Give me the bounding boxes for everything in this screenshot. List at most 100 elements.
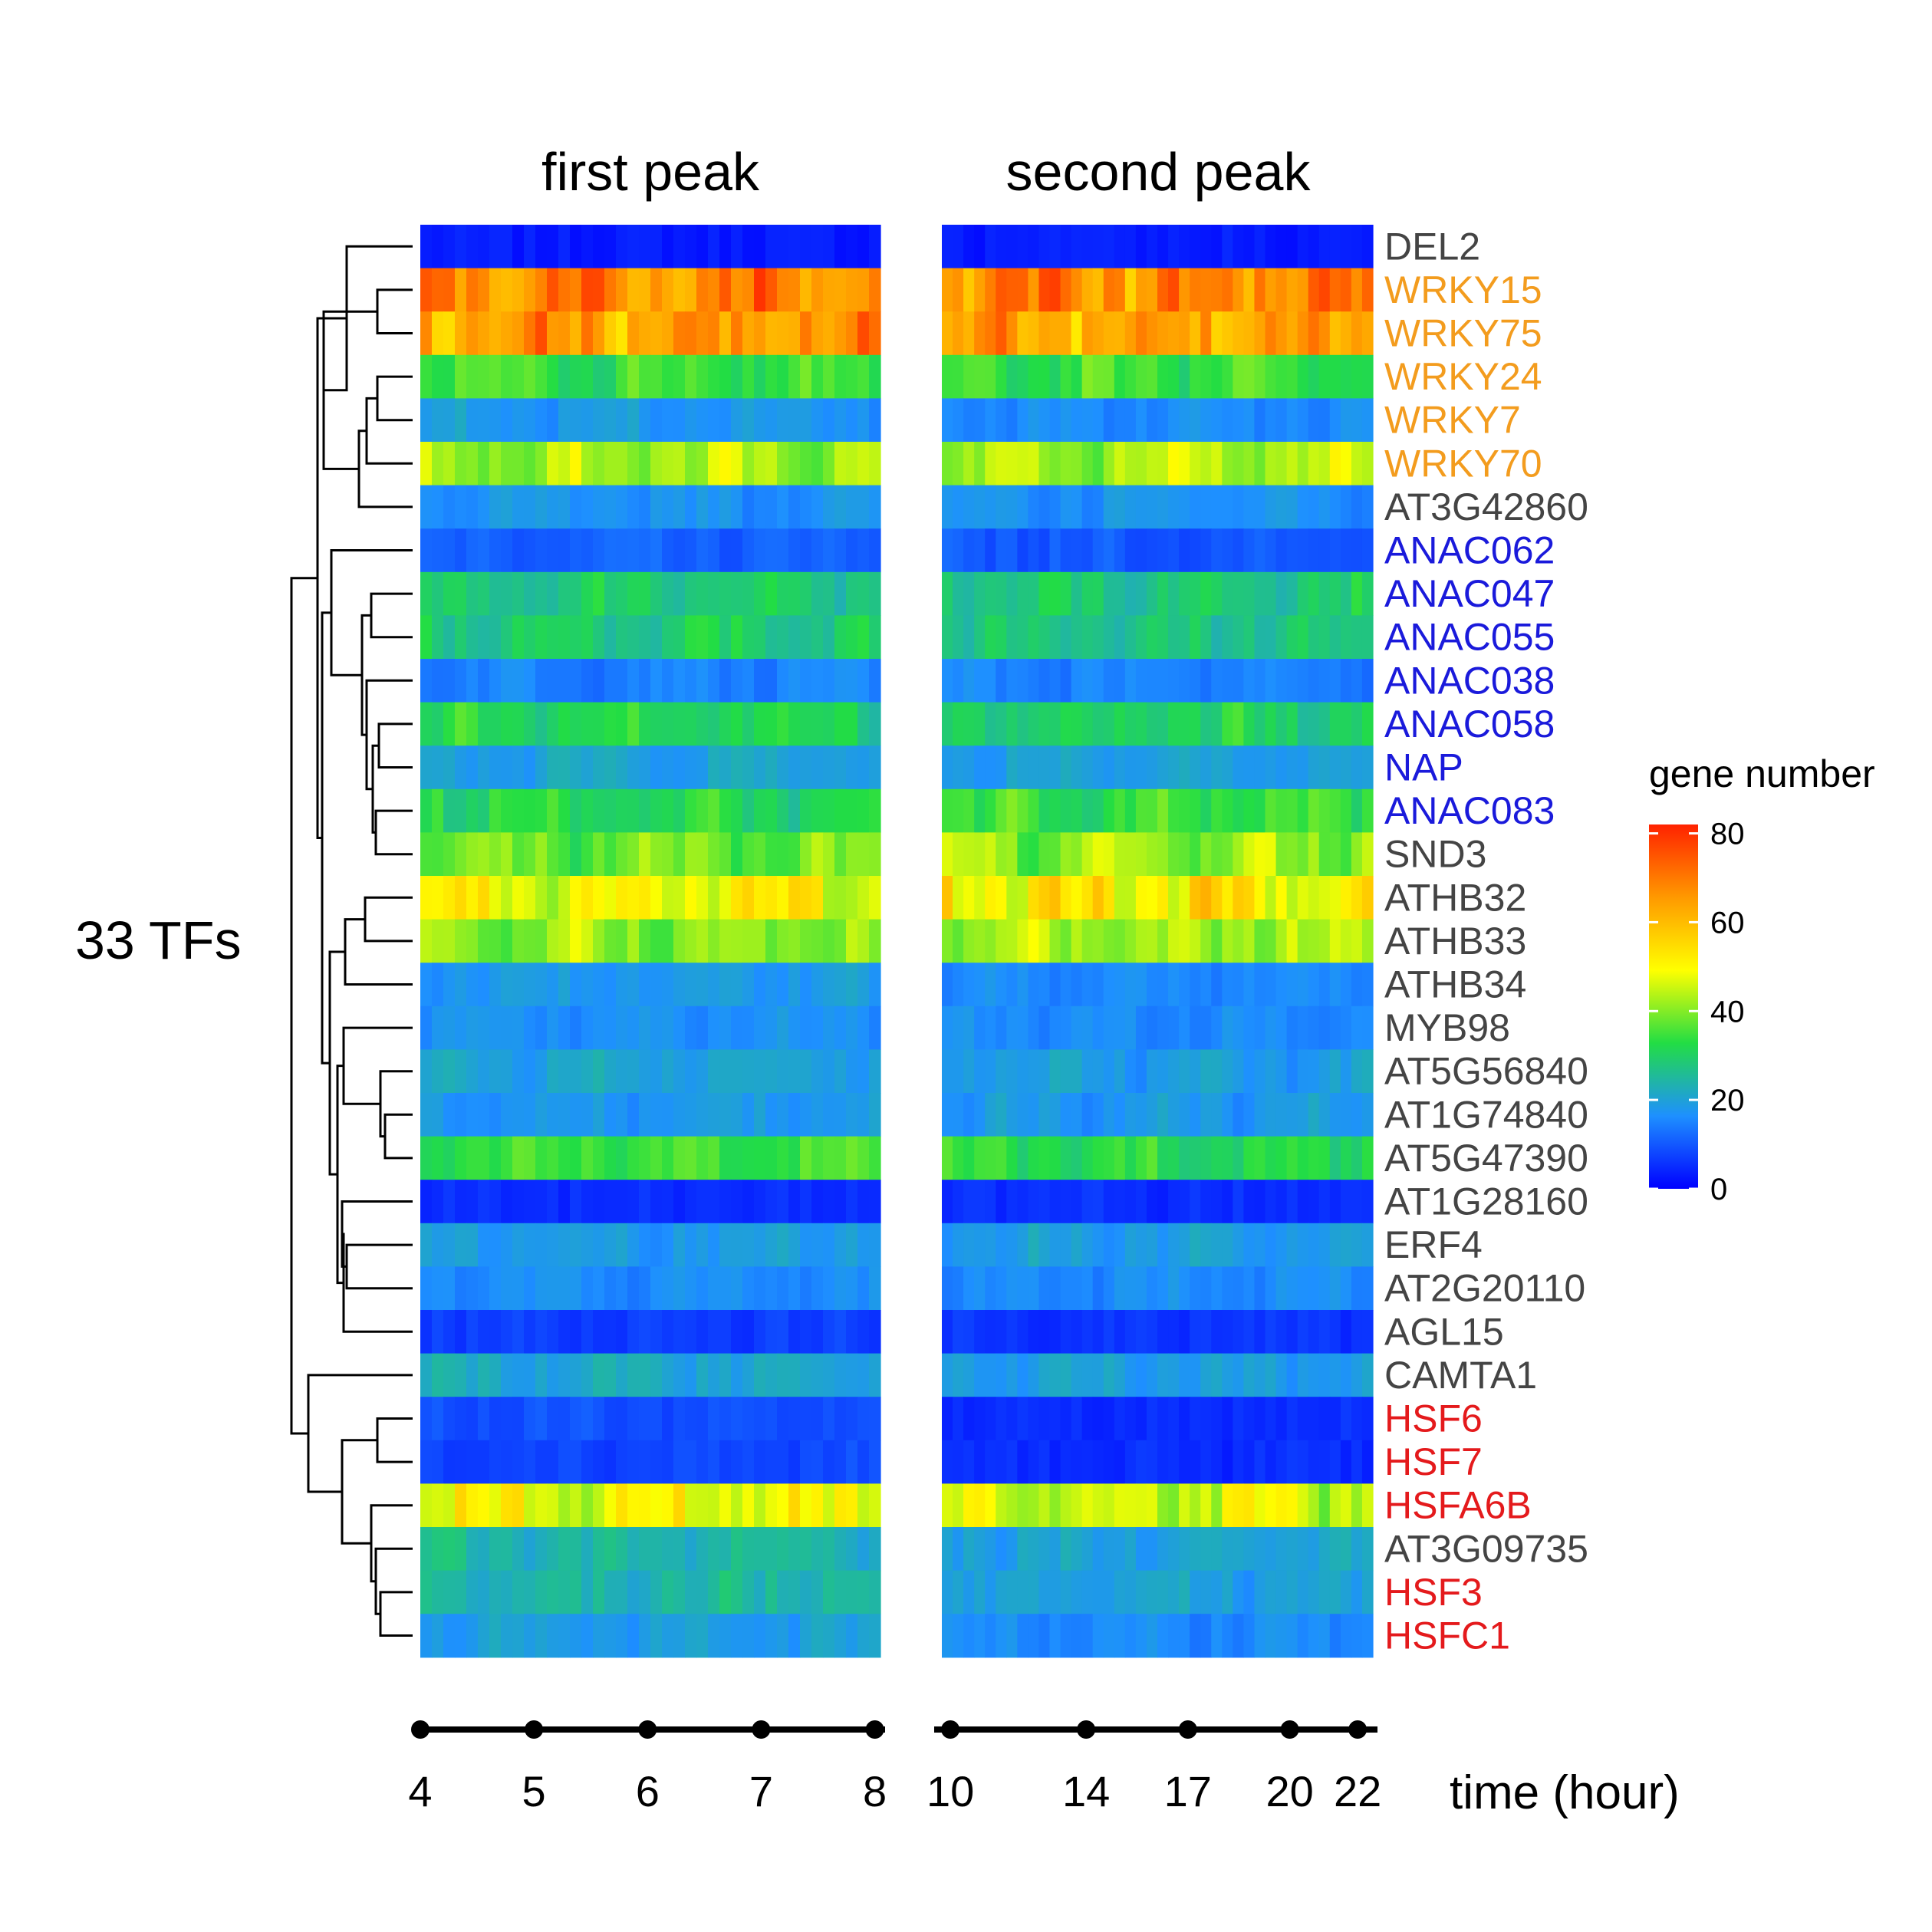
heatmap-cell	[1351, 919, 1363, 963]
heatmap-cell	[1092, 659, 1104, 703]
heatmap-cell	[501, 571, 513, 616]
heatmap-cell	[846, 1570, 858, 1614]
heatmap-cell	[823, 354, 835, 399]
heatmap-cell	[1308, 1614, 1320, 1658]
heatmap-cell	[1114, 876, 1126, 920]
heatmap-cell	[535, 788, 548, 833]
heatmap-cell	[754, 1093, 766, 1137]
heatmap-cell	[974, 268, 986, 312]
heatmap-cell	[1135, 745, 1147, 790]
heatmap-cell	[823, 1614, 835, 1658]
heatmap-cell	[420, 1614, 433, 1658]
heatmap-cell	[1114, 963, 1126, 1007]
heatmap-cell	[650, 1353, 663, 1397]
heatmap-cell	[719, 268, 732, 312]
heatmap-cell	[823, 963, 835, 1007]
heatmap-cell	[455, 1527, 467, 1572]
heatmap-cell	[963, 1223, 975, 1267]
heatmap-cell	[754, 1266, 766, 1311]
heatmap-cell	[1308, 615, 1320, 660]
heatmap-cell	[1211, 615, 1223, 660]
heatmap-cell	[524, 268, 536, 312]
heatmap-cell	[696, 1353, 709, 1397]
heatmap-cell	[604, 963, 617, 1007]
heatmap-cell	[1286, 1136, 1298, 1180]
heatmap-cell	[443, 1483, 456, 1528]
heatmap-cell	[639, 1093, 651, 1137]
heatmap-cell	[1351, 1570, 1363, 1614]
heatmap-cell	[1308, 1005, 1320, 1050]
heatmap-cell	[869, 1180, 881, 1224]
row-label: ATHB33	[1384, 920, 1526, 963]
heatmap-cell	[1092, 1136, 1104, 1180]
heatmap-cell	[685, 1005, 697, 1050]
heatmap-cell	[765, 963, 778, 1007]
heatmap-cell	[1168, 1180, 1180, 1224]
heatmap-cell	[869, 354, 881, 399]
heatmap-cell	[1071, 1005, 1083, 1050]
heatmap-cell	[1190, 832, 1201, 877]
heatmap-cell	[1081, 963, 1094, 1007]
heatmap-cell	[662, 963, 674, 1007]
heatmap-cell	[581, 1483, 594, 1528]
heatmap-cell	[942, 1266, 953, 1311]
heatmap-cell	[535, 1440, 548, 1484]
heatmap-cell	[765, 1353, 778, 1397]
heatmap-cell	[466, 268, 479, 312]
heatmap-cell	[1286, 571, 1298, 616]
heatmap-cell	[1049, 1049, 1061, 1094]
heatmap-cell	[512, 571, 525, 616]
heatmap-cell	[1297, 528, 1309, 573]
heatmap-cell	[1081, 1005, 1094, 1050]
heatmap-cell	[1028, 442, 1040, 486]
heatmap-cell	[593, 919, 605, 963]
heatmap-cell	[985, 1570, 996, 1614]
heatmap-cell	[1157, 398, 1169, 443]
row-label: WRKY24	[1384, 355, 1542, 398]
heatmap-cell	[627, 485, 640, 529]
heatmap-cell	[466, 876, 479, 920]
heatmap-cell	[708, 1180, 720, 1224]
heatmap-cell	[1092, 1353, 1104, 1397]
heatmap-cell	[501, 1180, 513, 1224]
heatmap-cell	[1092, 1266, 1104, 1311]
heatmap-cell	[1243, 919, 1256, 963]
heatmap-cell	[604, 1180, 617, 1224]
heatmap-cell	[1211, 1180, 1223, 1224]
heatmap-cell	[834, 1136, 847, 1180]
heatmap-cell	[1308, 659, 1320, 703]
legend-title: gene number	[1649, 752, 1875, 795]
heatmap-cell	[581, 1397, 594, 1441]
heatmap-cell	[489, 354, 502, 399]
heatmap-cell	[996, 225, 1007, 269]
heatmap-cell	[942, 1440, 953, 1484]
heatmap-cell	[466, 963, 479, 1007]
heatmap-cell	[1340, 1527, 1352, 1572]
heatmap-cell	[420, 1266, 433, 1311]
heatmap-cell	[1361, 963, 1374, 1007]
heatmap-cell	[685, 354, 697, 399]
heatmap-cell	[1006, 1180, 1018, 1224]
heatmap-cell	[1265, 311, 1277, 356]
heatmap-cell	[1233, 1310, 1244, 1354]
heatmap-cell	[1049, 225, 1061, 269]
heatmap-cell	[963, 1527, 975, 1572]
heatmap-cell	[857, 702, 870, 746]
heatmap-cell	[1092, 1005, 1104, 1050]
heatmap-cell	[455, 1136, 467, 1180]
heatmap-cell	[1308, 268, 1320, 312]
heatmap-cell	[857, 1353, 870, 1397]
heatmap-cell	[1179, 571, 1190, 616]
heatmap-cell	[432, 225, 444, 269]
heatmap-cell	[443, 659, 456, 703]
heatmap-cell	[953, 1353, 964, 1397]
heatmap-cell	[558, 1440, 571, 1484]
heatmap-cell	[1318, 485, 1331, 529]
heatmap-cell	[719, 1397, 732, 1441]
heatmap-cell	[627, 1266, 640, 1311]
heatmap-cell	[1211, 485, 1223, 529]
heatmap-cell	[1157, 788, 1169, 833]
row-label: AT5G47390	[1384, 1137, 1588, 1180]
heatmap-cell	[673, 1223, 686, 1267]
heatmap-cell	[719, 876, 732, 920]
